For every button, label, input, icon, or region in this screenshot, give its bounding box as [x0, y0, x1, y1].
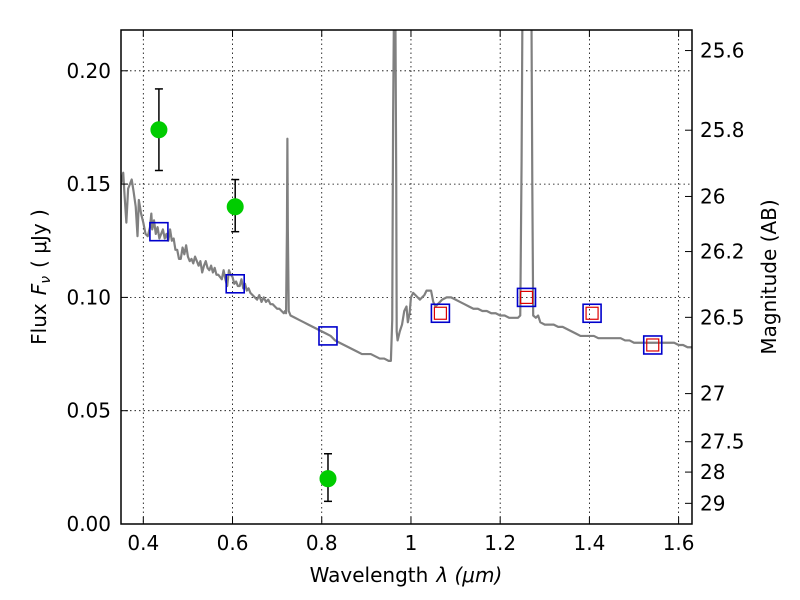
x-tick-label: 0.4	[127, 531, 159, 555]
y-tick-label: 0.00	[66, 512, 111, 536]
model-spectrum-line	[121, 30, 692, 362]
y-tick-label: 0.10	[66, 285, 111, 309]
x-tick-label: 0.8	[306, 531, 338, 555]
grid-lines	[121, 30, 692, 525]
y-axis-title: Flux Fν ( μJy )	[27, 209, 54, 345]
y-tick-label: 0.20	[66, 59, 111, 83]
y2-tick-label: 29	[700, 491, 725, 515]
model-band-square	[149, 221, 169, 242]
model-band-square	[318, 326, 338, 346]
y-tick-label: 0.15	[66, 172, 111, 196]
y2-tick-label: 25.8	[700, 118, 745, 142]
y2-tick-label: 27.5	[700, 430, 745, 454]
x-tick-label: 1.6	[663, 531, 695, 555]
x-tick-label: 0.6	[217, 531, 249, 555]
observed-flux-point	[319, 470, 337, 488]
y2-tick-label: 27	[700, 382, 725, 406]
model-band-square	[225, 273, 245, 294]
plot-frame	[120, 29, 693, 525]
secondary-band-square	[519, 290, 534, 304]
y2-axis-title: Magnitude (AB)	[757, 199, 781, 354]
observed-flux-point	[150, 121, 168, 139]
x-tick-label: 1	[405, 531, 418, 555]
x-axis-title: Wavelength λ (μm)	[310, 563, 503, 587]
model-band-square	[642, 335, 663, 355]
secondary-band-square	[433, 306, 448, 320]
y2-tick-label: 26.2	[700, 240, 745, 264]
x-axis-symbol: λ (μm)	[435, 563, 502, 587]
y-tick-label: 0.05	[66, 399, 111, 423]
observed-flux-point	[226, 198, 244, 216]
data-layer	[121, 30, 692, 503]
x-tick-label: 1.4	[573, 531, 605, 555]
axis-ticks: 0.4 0.6 0.8 1 1.2 1.4 1.6 0.00 0.05 0.10 0.15 0.20 2…	[66, 30, 745, 555]
secondary-band-square	[646, 338, 660, 352]
model-band-square	[516, 287, 537, 308]
x-tick-label: 1.2	[484, 531, 516, 555]
y-axis-label: Flux	[27, 303, 51, 345]
model-band-square	[582, 303, 602, 324]
secondary-band-square	[585, 306, 599, 320]
x-axis-label: Wavelength	[310, 563, 429, 587]
y2-tick-label: 25.6	[700, 39, 745, 63]
y-axis-unit: ( μJy )	[27, 209, 51, 268]
y-axis-symbol: F	[27, 283, 51, 295]
y2-tick-label: 26.5	[700, 305, 745, 329]
model-band-square	[430, 303, 451, 324]
y-axis-subscript: ν	[38, 276, 54, 284]
y2-tick-label: 28	[700, 460, 725, 484]
y2-tick-label: 26	[700, 184, 725, 208]
